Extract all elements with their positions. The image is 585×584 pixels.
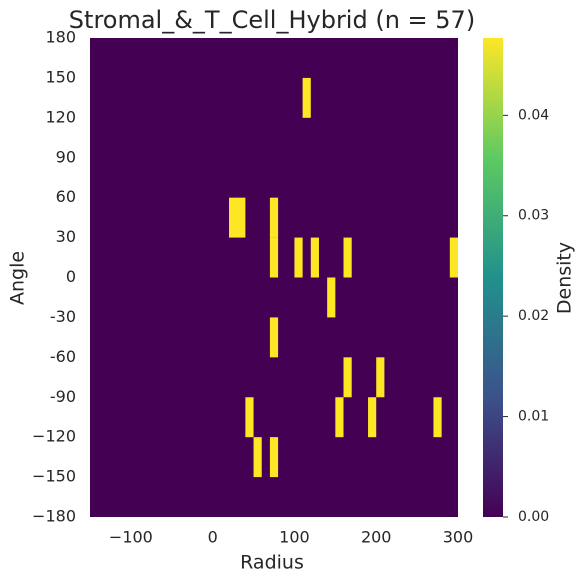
y-tick-label: 180 <box>45 28 76 47</box>
heat-cell <box>376 357 385 398</box>
colorbar-tick-label: 0.04 <box>518 107 549 123</box>
colorbar <box>483 38 503 517</box>
chart-title: Stromal_&_T_Cell_Hybrid (n = 57) <box>69 6 475 34</box>
heat-cell <box>449 237 458 278</box>
heat-cell <box>343 357 352 398</box>
y-tick-label: -30 <box>50 307 76 326</box>
y-tick-label: 150 <box>45 67 76 86</box>
colorbar-tick-label: 0.00 <box>518 509 549 525</box>
heat-cell <box>294 237 303 278</box>
y-tick-label: −120 <box>32 427 76 446</box>
x-tick-label: −100 <box>109 528 153 547</box>
heat-cell <box>327 277 336 318</box>
heat-cell <box>335 397 344 438</box>
y-tick-label: -60 <box>50 347 76 366</box>
y-tick-label: −180 <box>32 507 76 526</box>
heat-cell <box>253 437 262 478</box>
heat-cell <box>269 237 279 278</box>
colorbar-tick-label: 0.02 <box>518 308 549 324</box>
heat-cell <box>269 437 279 478</box>
y-tick-label: −150 <box>32 467 76 486</box>
heat-cell <box>433 397 442 438</box>
colorbar-tick-label: 0.01 <box>518 409 549 425</box>
x-tick-label: 100 <box>279 528 310 547</box>
y-axis-label: Angle <box>7 251 29 305</box>
y-tick-label: 120 <box>45 107 76 126</box>
y-tick-label: 60 <box>56 187 76 206</box>
x-axis-label: Radius <box>240 552 304 574</box>
y-tick-label: 90 <box>56 147 76 166</box>
heat-cell <box>302 77 311 118</box>
x-tick-label: 0 <box>208 528 218 547</box>
x-tick-label: 200 <box>361 528 392 547</box>
y-tick-label: 30 <box>56 227 76 246</box>
heat-cell <box>368 397 377 438</box>
heat-cell <box>245 397 254 438</box>
heat-cell <box>343 237 352 278</box>
y-tick-label: -90 <box>50 387 76 406</box>
y-tick-label: 0 <box>66 267 76 286</box>
heat-cell <box>269 197 279 238</box>
x-tick-label: 300 <box>443 528 474 547</box>
heat-cell <box>269 317 279 358</box>
heat-cell <box>229 197 246 238</box>
heat-cell <box>310 237 319 278</box>
colorbar-tick-label: 0.03 <box>518 208 549 224</box>
colorbar-label: Density <box>554 242 576 314</box>
